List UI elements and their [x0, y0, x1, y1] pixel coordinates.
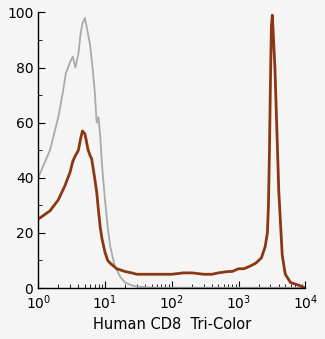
- X-axis label: Human CD8  Tri-Color: Human CD8 Tri-Color: [93, 317, 251, 332]
